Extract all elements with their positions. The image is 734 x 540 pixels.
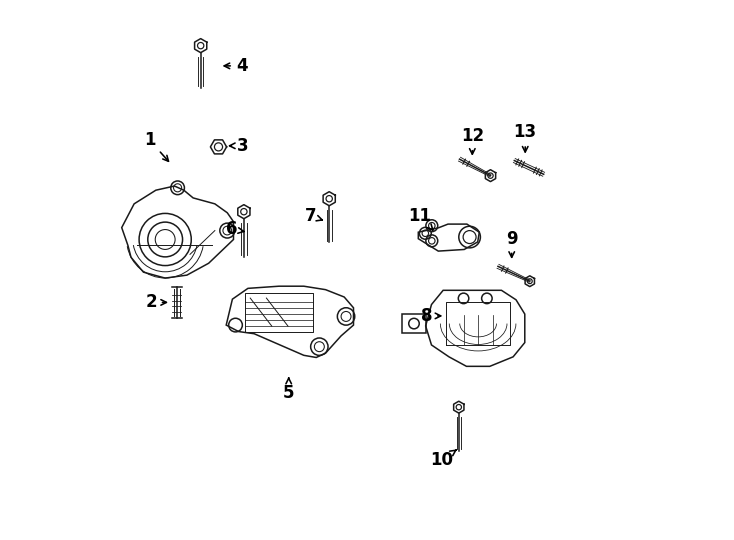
Text: 5: 5 xyxy=(283,378,294,402)
Text: 2: 2 xyxy=(145,293,167,312)
Text: 7: 7 xyxy=(305,207,322,225)
Text: 9: 9 xyxy=(506,230,517,258)
Text: 10: 10 xyxy=(430,450,456,469)
Text: 13: 13 xyxy=(514,123,537,152)
Text: 1: 1 xyxy=(144,131,169,161)
Text: 4: 4 xyxy=(224,57,247,75)
Text: 12: 12 xyxy=(461,127,484,154)
Text: 6: 6 xyxy=(226,220,244,239)
Text: 3: 3 xyxy=(230,137,249,155)
Text: 8: 8 xyxy=(421,307,440,325)
Text: 11: 11 xyxy=(408,207,433,230)
